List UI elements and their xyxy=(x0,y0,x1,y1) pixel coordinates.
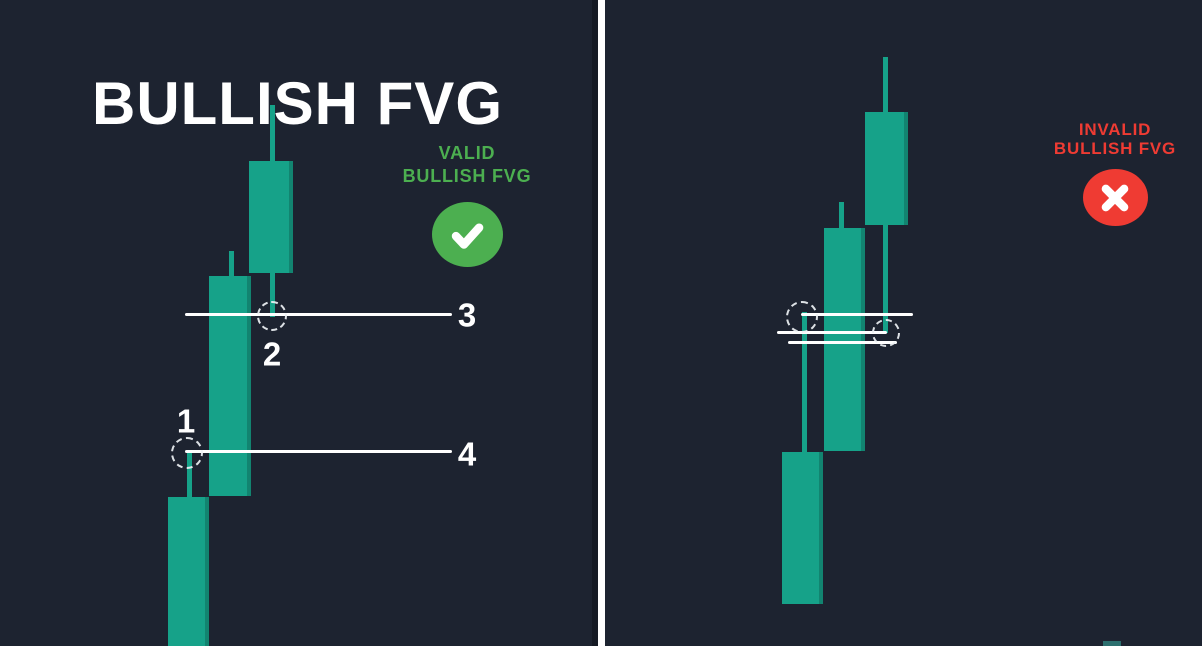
divider-shadow xyxy=(592,0,598,646)
left-candle-3-wick-1 xyxy=(270,105,275,162)
left-line-candle1-high xyxy=(185,450,452,454)
right-line-candle3-low xyxy=(777,331,887,335)
right-candle-2-wick-1 xyxy=(839,202,844,229)
right-candle-3-wick-1 xyxy=(883,57,888,113)
left-candle-1-wick-1 xyxy=(187,452,192,498)
left-candle-2-wick-1 xyxy=(229,251,234,277)
right-candle-2-body xyxy=(824,228,865,451)
right-candle-1-wick-1 xyxy=(802,312,807,453)
valid-status-badge: VALID BULLISH FVG xyxy=(377,142,557,267)
left-candle-1-body xyxy=(168,497,209,646)
check-icon xyxy=(431,202,503,267)
left-circle-candle1-high xyxy=(171,437,203,469)
invalid-status-line1: INVALID xyxy=(1078,120,1152,139)
valid-status-line1: VALID xyxy=(438,143,496,163)
callout-label-4: 4 xyxy=(457,435,477,473)
right-circle-candle1-high xyxy=(786,301,818,333)
right-circle-candle3-low xyxy=(872,319,900,347)
left-line-candle3-low xyxy=(185,313,452,317)
page-title: BULLISH FVG xyxy=(92,70,503,138)
callout-label-2: 2 xyxy=(262,335,282,373)
right-candle-1-body xyxy=(782,452,823,604)
right-line-overlap xyxy=(788,341,897,345)
invalid-status-badge: INVALID BULLISH FVG xyxy=(1025,120,1202,226)
valid-status-label: VALID BULLISH FVG xyxy=(377,142,557,188)
invalid-status-label: INVALID BULLISH FVG xyxy=(1025,120,1202,158)
left-circle-candle3-low xyxy=(257,301,287,331)
right-line-candle1-high xyxy=(801,313,913,317)
right-candle-3-wick-2 xyxy=(883,225,888,333)
panel-divider xyxy=(598,0,605,646)
x-icon xyxy=(1082,169,1148,226)
left-candle-2-body xyxy=(209,276,251,496)
right-candle-3-body xyxy=(865,112,908,225)
valid-status-line2: BULLISH FVG xyxy=(402,166,532,186)
left-candle-3-body xyxy=(249,161,293,273)
callout-label-3: 3 xyxy=(457,296,477,334)
invalid-status-line2: BULLISH FVG xyxy=(1053,139,1177,158)
callout-label-1: 1 xyxy=(176,402,196,440)
watermark-fragment xyxy=(1103,641,1121,646)
left-candle-3-wick-2 xyxy=(270,273,275,317)
